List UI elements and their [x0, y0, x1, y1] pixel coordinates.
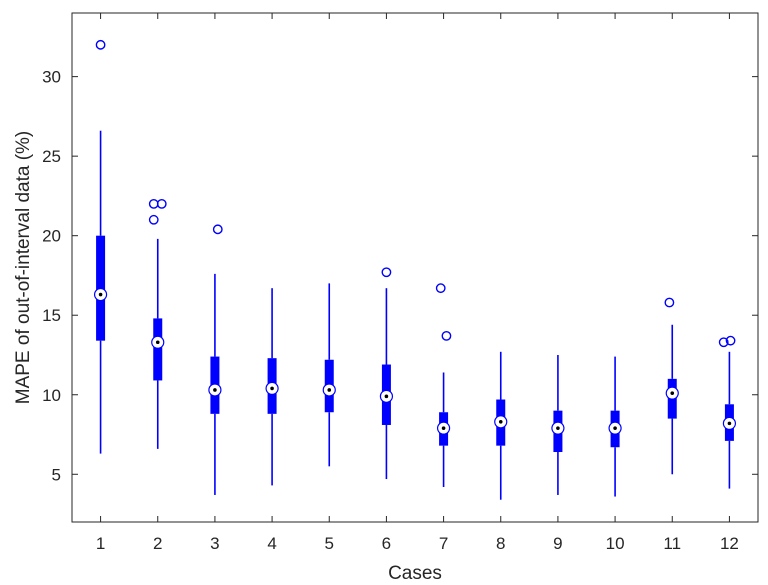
median-dot	[213, 388, 217, 392]
y-tick-label: 10	[42, 386, 61, 405]
x-tick-label: 8	[496, 534, 505, 553]
median-dot	[670, 391, 675, 395]
box-case-12	[718, 335, 737, 489]
median-dot	[155, 340, 160, 345]
outlier-point	[441, 330, 452, 341]
y-axis-ticks: 5 10 15 20 25 30	[42, 68, 758, 484]
outlier-point	[664, 297, 675, 308]
y-tick-label: 25	[42, 147, 61, 166]
box-case-8	[494, 351, 508, 500]
y-axis-title: MAPE of out-of-interval data (%)	[13, 131, 34, 405]
box-case-3	[208, 224, 223, 495]
median-dot	[613, 426, 617, 430]
x-tick-label: 9	[553, 534, 562, 553]
box-case-5	[322, 283, 336, 467]
box-case-9	[551, 354, 565, 495]
box-case-10	[608, 356, 622, 497]
x-tick-label: 12	[720, 534, 739, 553]
x-axis-ticks: 1 2 3 4 5 6 7 8 9 10 11 12	[96, 13, 739, 553]
box-iqr	[153, 318, 163, 381]
box-case-1	[93, 39, 108, 454]
median-dot	[98, 292, 103, 297]
x-axis-title: Cases	[388, 563, 442, 584]
x-tick-label: 5	[325, 534, 334, 553]
x-tick-label: 7	[439, 534, 448, 553]
x-tick-label: 11	[663, 534, 681, 553]
outlier-point	[381, 267, 392, 278]
x-tick-label: 4	[267, 534, 276, 553]
box-case-2	[148, 198, 167, 449]
box-case-6	[379, 267, 394, 480]
median-dot	[384, 394, 389, 399]
y-tick-label: 15	[42, 306, 61, 325]
outlier-point	[156, 198, 167, 209]
median-dot	[327, 388, 332, 392]
median-dot	[270, 386, 274, 391]
x-tick-label: 2	[153, 534, 162, 553]
box-plot-marks	[93, 39, 737, 500]
box-case-11	[664, 297, 679, 475]
outlier-point	[435, 283, 446, 294]
y-tick-label: 30	[42, 68, 61, 87]
plot-area	[71, 12, 759, 523]
median-dot	[727, 421, 732, 426]
x-tick-label: 6	[382, 534, 391, 553]
x-tick-label: 1	[96, 534, 105, 553]
x-tick-label: 10	[606, 534, 625, 553]
median-dot	[556, 426, 560, 430]
box-case-7	[435, 283, 452, 488]
outlier-point	[148, 214, 159, 225]
box-case-4	[265, 288, 279, 486]
outlier-point	[212, 224, 223, 235]
outlier-point	[95, 39, 106, 50]
plot-frame	[71, 12, 759, 523]
y-tick-label: 5	[52, 465, 61, 484]
median-dot	[498, 419, 503, 424]
outlier-point	[725, 335, 736, 346]
outlier-point	[718, 337, 729, 348]
y-tick-label: 20	[42, 227, 61, 246]
x-tick-label: 3	[210, 534, 219, 553]
median-dot	[441, 426, 446, 430]
